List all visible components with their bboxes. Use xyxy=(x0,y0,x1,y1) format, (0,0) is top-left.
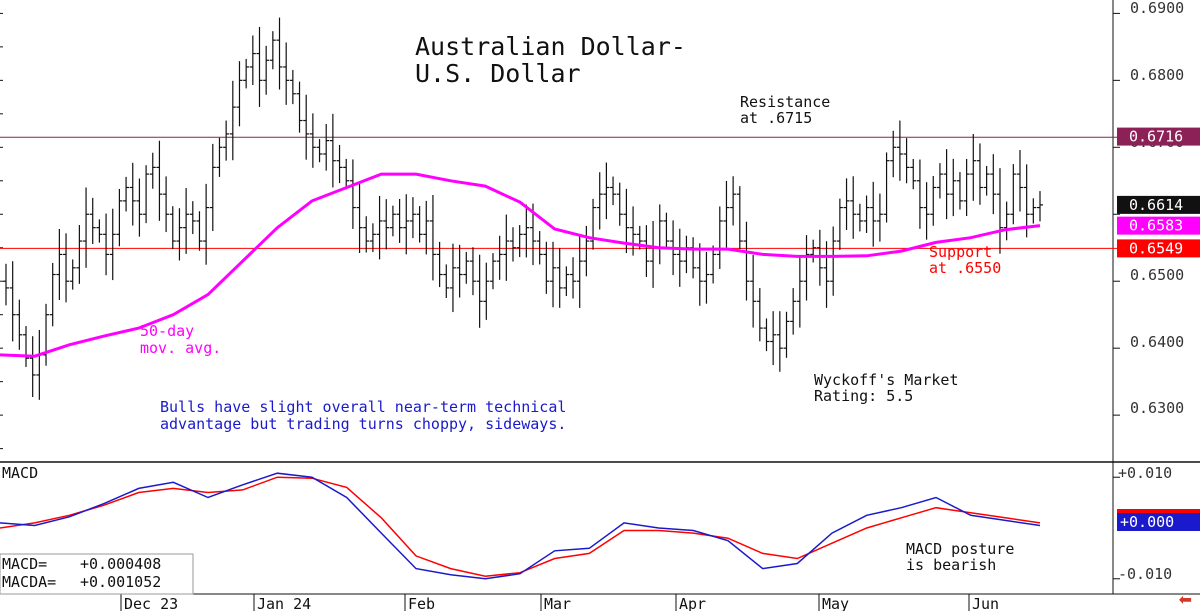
moving-average-price-tag xyxy=(1117,216,1200,235)
moving-average-price-tag-text: 0.6583 xyxy=(1129,217,1183,235)
horizontal-lines xyxy=(0,136,1117,249)
macd-posture-label-2: is bearish xyxy=(906,556,996,574)
resistance-label-1: Resistance xyxy=(740,93,830,111)
macd-value: +0.000408 xyxy=(80,555,161,573)
market-rating-label-1: Wyckoff's Market xyxy=(814,371,959,389)
macd-signal-tag xyxy=(1117,509,1200,513)
macd-panel xyxy=(0,472,1041,580)
x-month-label: Apr xyxy=(679,595,706,611)
x-month-label: May xyxy=(822,595,849,611)
macda-value: +0.001052 xyxy=(80,573,161,591)
moving-average xyxy=(0,172,1041,358)
macd-values-box xyxy=(0,553,194,595)
x-month-label: Dec 23 xyxy=(124,595,178,611)
macd-zero-tag-text: +0.000 xyxy=(1120,513,1174,531)
support-price-tag xyxy=(1117,239,1200,258)
resistance-price-tag xyxy=(1117,127,1200,146)
price-tick-label: 0.6900 xyxy=(1130,0,1184,17)
moving-average-label-2: mov. avg. xyxy=(140,339,221,357)
x-month-label: Jun xyxy=(972,595,999,611)
macd-value-name: MACD= xyxy=(2,555,47,573)
macd-line xyxy=(0,472,1041,580)
support-label-1: Support xyxy=(929,243,992,261)
chart-title-line-1: Australian Dollar- xyxy=(415,32,686,61)
moving-average-line xyxy=(0,172,1041,358)
price-bars xyxy=(3,17,1043,400)
x-month-label: Mar xyxy=(544,595,571,611)
market-rating-label-2: Rating: 5.5 xyxy=(814,387,913,405)
x-month-label: Jan 24 xyxy=(257,595,311,611)
commentary-line-1: Bulls have slight overall near-term tech… xyxy=(160,398,566,416)
commentary-line-2: advantage but trading turns choppy, side… xyxy=(160,415,566,433)
price-tick-label: 0.6300 xyxy=(1130,399,1184,417)
macd-panel-label: MACD xyxy=(2,464,38,482)
macd-signal-line xyxy=(0,476,1041,577)
x-month-label: Feb xyxy=(408,595,435,611)
price-tick-label: 0.6400 xyxy=(1130,333,1184,351)
macda-value-name: MACDA= xyxy=(2,573,56,591)
moving-average-label-1: 50-day xyxy=(140,322,194,340)
back-arrow-icon[interactable]: ⬅ xyxy=(1178,590,1192,609)
macd-tick-label: +0.010 xyxy=(1118,464,1172,482)
price-tick-label: 0.6500 xyxy=(1130,266,1184,284)
support-price-tag-text: 0.6549 xyxy=(1129,239,1183,257)
resistance-price-tag-text: 0.6716 xyxy=(1129,128,1183,146)
chart-title-line-2: U.S. Dollar xyxy=(415,59,581,88)
last-price-tag xyxy=(1117,195,1200,214)
macd-zero-tag xyxy=(1117,513,1200,531)
support-label-2: at .6550 xyxy=(929,259,1001,277)
macd-tick-label: -0.010 xyxy=(1118,565,1172,583)
price-tick-label: 0.6800 xyxy=(1130,66,1184,84)
resistance-label-2: at .6715 xyxy=(740,109,812,127)
last-price-tag-text: 0.6614 xyxy=(1129,196,1183,214)
macd-posture-label-1: MACD posture xyxy=(906,540,1014,558)
